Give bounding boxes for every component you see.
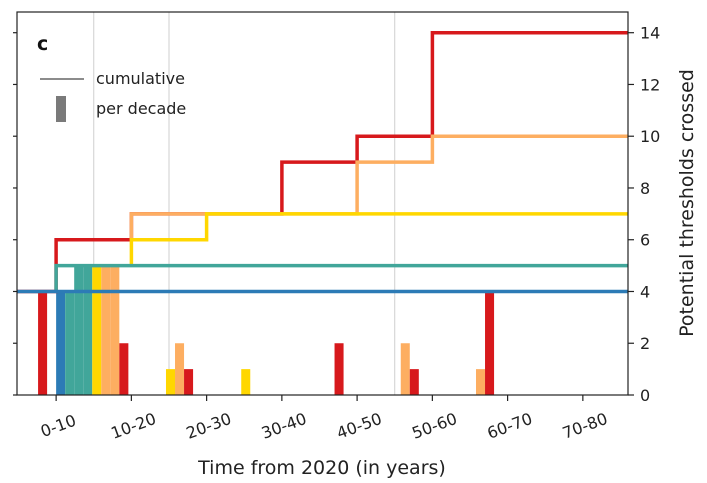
per-decade-bar-5 (92, 265, 102, 395)
x-tick-label-2: 20-30 (184, 409, 234, 443)
x-ticks: 0-10 10-20 20-30 30-40 40-50 50-60 60-70 70-80 (38, 395, 610, 443)
per-decade-bar-0 (38, 291, 48, 395)
per-decade-bar-1 (56, 291, 66, 395)
x-tick-label-7: 70-80 (560, 409, 610, 443)
y-tick-label-5: 10 (640, 127, 660, 146)
per-decade-bar-10 (175, 343, 185, 395)
x-tick-label-5: 50-60 (409, 409, 459, 443)
x-tick-label-4: 40-50 (334, 409, 384, 443)
per-decade-bar-16 (476, 369, 486, 395)
y-ticks: 0 2 4 6 8 10 12 14 (13, 24, 660, 405)
cumulative-line-1 (129, 134, 628, 240)
per-decade-bar-13 (334, 343, 344, 395)
y-axis-label: Potential thresholds crossed (676, 69, 698, 337)
legend: cumulative per decade (40, 69, 186, 122)
x-tick-label-3: 30-40 (259, 409, 309, 443)
cumulative-line-3 (54, 263, 628, 292)
per-decade-bar-7 (110, 265, 120, 395)
y-tick-label-3: 6 (640, 231, 650, 250)
legend-bar-swatch (56, 96, 66, 122)
plot-frame (16, 11, 629, 396)
y-tick-label-6: 12 (640, 75, 660, 94)
per-decade-bar-17 (485, 291, 495, 395)
per-decade-bar-2 (65, 291, 75, 395)
cumulative-lines (17, 30, 628, 294)
per-decade-bar-9 (165, 369, 176, 395)
per-decade-bar-12 (241, 369, 251, 395)
y-tick-label-0: 0 (640, 386, 650, 405)
panel-label: c (37, 33, 48, 55)
y-tick-label-7: 14 (640, 24, 660, 43)
legend-label-per-decade: per decade (96, 99, 186, 118)
per-decade-bar-8 (119, 343, 129, 395)
per-decade-bar-11 (184, 369, 194, 395)
per-decade-bars (38, 265, 495, 395)
per-decade-bar-6 (101, 265, 111, 395)
x-tick-label-0: 0-10 (38, 411, 79, 441)
per-decade-bar-15 (409, 369, 419, 395)
cumulative-line-0 (17, 30, 628, 294)
per-decade-bar-3 (74, 265, 84, 395)
y-tick-label-2: 4 (640, 282, 650, 301)
per-decade-bar-14 (400, 343, 410, 395)
x-tick-label-6: 60-70 (485, 409, 535, 443)
legend-label-cumulative: cumulative (96, 69, 185, 88)
cumulative-line-2 (129, 212, 628, 266)
per-decade-bar-4 (83, 265, 93, 395)
x-tick-label-1: 10-20 (108, 409, 158, 443)
y-tick-label-4: 8 (640, 179, 650, 198)
x-axis-label: Time from 2020 (in years) (197, 457, 446, 479)
y-tick-label-1: 2 (640, 334, 650, 353)
